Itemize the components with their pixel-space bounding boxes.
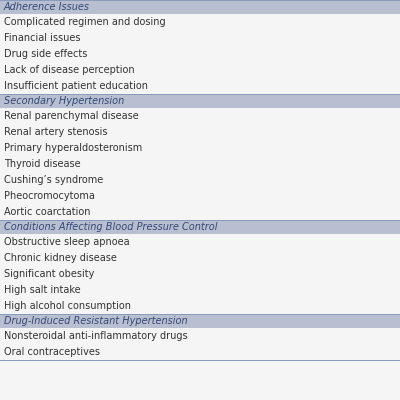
- Bar: [0, 94, 400, 108]
- Text: Nonsteroidal anti-inflammatory drugs: Nonsteroidal anti-inflammatory drugs: [4, 331, 188, 341]
- Text: Pheocromocytoma: Pheocromocytoma: [4, 191, 95, 201]
- Text: Oral contraceptives: Oral contraceptives: [4, 347, 100, 357]
- Bar: [0, 0, 400, 14]
- Text: Drug side effects: Drug side effects: [4, 49, 87, 59]
- Text: High alcohol consumption: High alcohol consumption: [4, 301, 131, 311]
- Text: Renal parenchymal disease: Renal parenchymal disease: [4, 111, 139, 121]
- Text: Secondary Hypertension: Secondary Hypertension: [4, 96, 124, 106]
- Text: Primary hyperaldosteronism: Primary hyperaldosteronism: [4, 143, 142, 153]
- Text: Lack of disease perception: Lack of disease perception: [4, 65, 135, 75]
- Text: Aortic coarctation: Aortic coarctation: [4, 207, 90, 217]
- Text: Thyroid disease: Thyroid disease: [4, 159, 81, 169]
- Text: Significant obesity: Significant obesity: [4, 269, 94, 279]
- Bar: [0, 314, 400, 328]
- Text: Chronic kidney disease: Chronic kidney disease: [4, 253, 117, 263]
- Text: Adherence Issues: Adherence Issues: [4, 2, 90, 12]
- Text: Complicated regimen and dosing: Complicated regimen and dosing: [4, 17, 166, 27]
- Text: Conditions Affecting Blood Pressure Control: Conditions Affecting Blood Pressure Cont…: [4, 222, 218, 232]
- Text: Obstructive sleep apnoea: Obstructive sleep apnoea: [4, 237, 130, 247]
- Text: Financial issues: Financial issues: [4, 33, 80, 43]
- Text: Drug-Induced Resistant Hypertension: Drug-Induced Resistant Hypertension: [4, 316, 188, 326]
- Text: Insufficient patient education: Insufficient patient education: [4, 81, 148, 91]
- Text: Renal artery stenosis: Renal artery stenosis: [4, 127, 108, 137]
- Bar: [0, 220, 400, 234]
- Text: Cushing’s syndrome: Cushing’s syndrome: [4, 175, 103, 185]
- Text: High salt intake: High salt intake: [4, 285, 81, 295]
